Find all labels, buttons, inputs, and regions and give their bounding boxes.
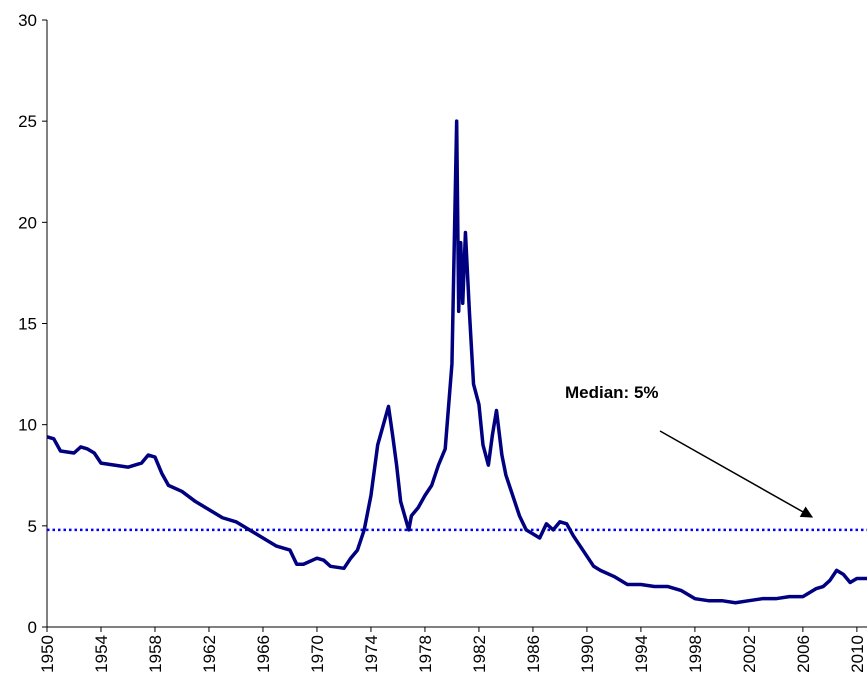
y-tick-label: 15: [18, 315, 37, 334]
x-tick-label: 2010: [848, 635, 867, 673]
y-tick-label: 10: [18, 416, 37, 435]
annotation: Median: 5%: [565, 383, 659, 402]
y-tick-label: 5: [28, 517, 37, 536]
x-tick-label: 1962: [200, 635, 219, 673]
x-tick-label: 1954: [92, 635, 111, 673]
y-tick-label: 30: [18, 11, 37, 30]
x-tick-label: 1978: [416, 635, 435, 673]
data-line: [46, 119, 867, 605]
x-tick-label: 1982: [470, 635, 489, 673]
x-tick-label: 2002: [740, 635, 759, 673]
annotation-arrow: [659, 430, 814, 518]
x-tick-label: 1986: [524, 635, 543, 673]
x-tick-label: 2006: [794, 635, 813, 673]
x-tick-label: 1958: [146, 635, 165, 673]
x-tick-label: 1966: [254, 635, 273, 673]
x-tick-label: 1990: [578, 635, 597, 673]
x-tick-label: 1970: [308, 635, 327, 673]
y-tick-label: 0: [28, 618, 37, 637]
x-tick-label: 1998: [686, 635, 705, 673]
x-tick-label: 1974: [362, 635, 381, 673]
y-tick-label: 20: [18, 213, 37, 232]
x-tick-label: 1994: [632, 635, 651, 673]
x-tick-label: 1950: [38, 635, 57, 673]
y-tick-label: 25: [18, 112, 37, 131]
